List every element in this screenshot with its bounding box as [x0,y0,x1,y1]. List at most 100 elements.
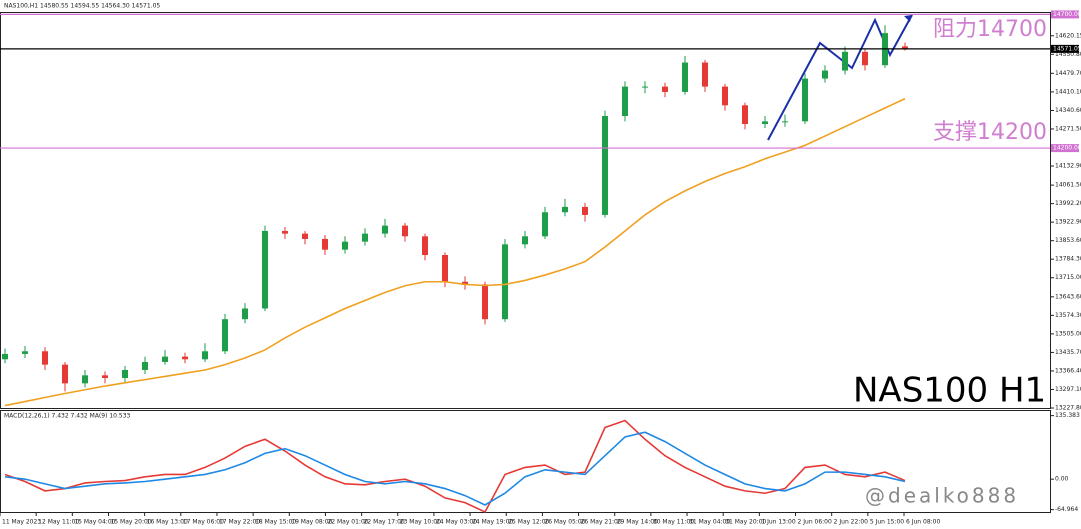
arrow-head [904,15,912,22]
x-tick-label: 17 May 22:00 [219,519,260,526]
x-tick-label: 1 Jun 13:00 [761,519,795,526]
candle-body [522,236,528,245]
moving-average [4,97,906,407]
candle-body [2,353,8,360]
candle-body [842,51,848,71]
level-tag [1051,44,1079,53]
x-tick-label: 15 May 20:00 [110,519,151,526]
level-tag [1051,10,1079,19]
candle-body [322,238,328,250]
candle-body [302,233,308,239]
y-tick-label: 14271.50 [1055,125,1081,132]
candle-body [682,62,688,92]
x-tick-label: 25 May 12:00 [508,519,549,526]
x-tick-label: 11 May 2023 [2,519,41,526]
candle-body [722,86,728,106]
x-tick-label: 31 May 04:00 [689,519,730,526]
candle-body [62,364,68,384]
x-tick-label: 6 Jun 08:00 [906,519,940,526]
y-tick-label: -64.964 [1055,506,1078,513]
resistance-label: 阻力14700 [933,17,1047,42]
y-tick-label: 135.383 [1055,412,1080,419]
symbol-label: NAS100 H1 [853,371,1046,411]
y-tick-label: 13505.00 [1055,330,1081,337]
x-tick-label: 22 May 17:00 [364,519,405,526]
candle-body [102,375,108,379]
x-tick-label: 2 Jun 22:00 [834,519,868,526]
candle-body [902,46,908,49]
candle-body [642,86,648,88]
y-tick-label: 14550.80 [1055,51,1081,58]
candle-body [482,284,488,320]
candle-body [142,361,148,370]
x-tick-label: 16 May 13:00 [147,519,188,526]
candle-body [442,255,448,282]
x-tick-label: 12 May 11:00 [38,519,79,526]
macd-header: MACD(12,26,1) 7.432 7.432 MA(9) 10.533 [4,413,131,420]
candle-body [342,241,348,250]
y-tick-label: 13366.40 [1055,367,1081,374]
macd-line [4,419,906,514]
candle-body [222,319,228,352]
candle-body [462,281,468,285]
y-tick-label: 14132.90 [1055,163,1081,170]
macd-pane [0,410,1051,513]
candle-body [662,86,668,92]
y-tick-label: 14620.15 [1055,32,1081,39]
x-tick-label: 5 Jun 15:00 [870,519,904,526]
main-header: NAS100,H1 14580.55 14594.55 14564.30 145… [4,3,160,10]
candle-body [42,351,48,365]
candle-body [122,369,128,379]
x-tick-label: 2 Jun 06:00 [798,519,832,526]
candle-body [402,225,408,237]
candle-body [602,115,608,215]
candle-body [742,105,748,125]
y-tick-label: 13574.30 [1055,312,1081,319]
candle-body [562,206,568,213]
y-tick-label: 13992.20 [1055,200,1081,207]
macd-line [4,431,906,506]
y-tick-label: 13227.80 [1055,405,1081,412]
candle-body [422,236,428,256]
candle-body [702,62,708,87]
level-tag [1051,144,1079,153]
support-label: 支撑14200 [933,120,1047,145]
watermark: @dealko888 [865,484,1019,508]
level-label: 14200.00 [1053,145,1081,152]
candle-body [242,308,248,320]
candle-body [782,121,788,123]
x-tick-label: 19 May 08:00 [291,519,332,526]
candle-body [502,244,508,320]
x-tick-label: 24 May 19:00 [472,519,513,526]
y-tick-label: 13643.60 [1055,293,1081,300]
y-tick-label: 13853.60 [1055,237,1081,244]
level-label: 14700.00 [1053,11,1081,18]
y-tick-label: 14061.50 [1055,182,1081,189]
candle-body [262,230,268,309]
x-tick-label: 15 May 04:00 [74,519,115,526]
y-tick-label: 13297.10 [1055,386,1081,393]
x-tick-label: 26 May 05:00 [544,519,585,526]
y-tick-label: 14410.10 [1055,88,1081,95]
x-tick-label: 30 May 11:00 [653,519,694,526]
y-tick-label: 0.00 [1055,476,1069,483]
x-tick-label: 23 May 10:00 [400,519,441,526]
x-tick-label: 22 May 01:00 [327,519,368,526]
candle-body [182,356,188,360]
candle-body [542,212,548,237]
candle-body [282,230,288,234]
x-tick-label: 31 May 20:00 [725,519,766,526]
y-tick-label: 13922.90 [1055,219,1081,226]
y-tick-label: 13784.30 [1055,256,1081,263]
trend-arrows [767,14,913,141]
x-tick-label: 17 May 06:00 [183,519,224,526]
y-tick-label: 14340.60 [1055,107,1081,114]
level-label: 14571.05 [1053,45,1081,52]
x-tick-label: 26 May 21:00 [581,519,622,526]
candle-body [162,356,168,362]
candle-body [822,70,828,79]
x-tick-label: 29 May 14:00 [617,519,658,526]
candle-body [862,51,868,66]
candle-body [762,121,768,125]
